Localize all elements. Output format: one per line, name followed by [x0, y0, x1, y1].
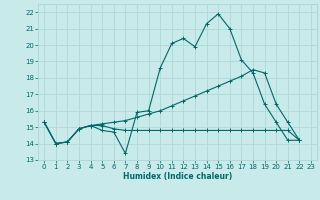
- X-axis label: Humidex (Indice chaleur): Humidex (Indice chaleur): [123, 172, 232, 181]
